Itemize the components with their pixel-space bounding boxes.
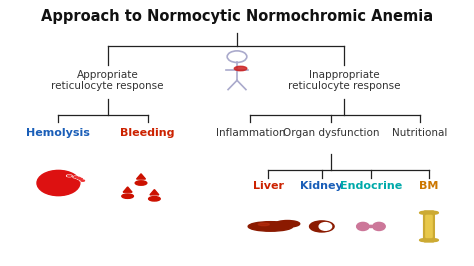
Ellipse shape [310,221,334,232]
Text: Hemolysis: Hemolysis [27,128,91,138]
Ellipse shape [419,211,428,214]
FancyBboxPatch shape [426,215,432,238]
Ellipse shape [258,223,269,226]
Ellipse shape [234,66,247,71]
Ellipse shape [76,177,81,179]
Text: Kidney: Kidney [301,181,343,191]
Ellipse shape [78,178,83,180]
Text: Appropriate
reticulocyte response: Appropriate reticulocyte response [51,69,164,91]
Ellipse shape [373,222,385,231]
Ellipse shape [74,176,78,178]
Ellipse shape [135,181,147,185]
Ellipse shape [77,177,80,178]
Text: Endocrine: Endocrine [340,181,402,191]
Ellipse shape [67,175,71,176]
Ellipse shape [430,239,438,242]
Ellipse shape [37,171,80,196]
Ellipse shape [368,225,374,227]
Text: Nutritional: Nutritional [392,128,448,138]
Ellipse shape [122,194,133,198]
Polygon shape [123,187,132,192]
Text: Approach to Normocytic Normochromic Anemia: Approach to Normocytic Normochromic Anem… [41,9,433,24]
Ellipse shape [319,223,332,230]
Ellipse shape [419,239,428,242]
Text: Organ dysfunction: Organ dysfunction [283,128,379,138]
Ellipse shape [81,180,84,181]
Ellipse shape [80,180,85,181]
Ellipse shape [73,176,78,178]
Polygon shape [137,174,146,179]
Ellipse shape [67,175,72,177]
Ellipse shape [430,211,438,214]
Text: BM: BM [419,181,438,191]
Ellipse shape [149,197,160,201]
Ellipse shape [248,222,293,231]
Text: Inappropriate
reticulocyte response: Inappropriate reticulocyte response [288,69,401,91]
FancyBboxPatch shape [424,211,434,242]
Polygon shape [150,190,159,195]
Text: Bleeding: Bleeding [120,128,175,138]
Ellipse shape [79,178,82,180]
Text: Liver: Liver [253,181,284,191]
Text: Inflammation: Inflammation [216,128,285,138]
Ellipse shape [356,222,369,231]
Ellipse shape [275,221,300,227]
